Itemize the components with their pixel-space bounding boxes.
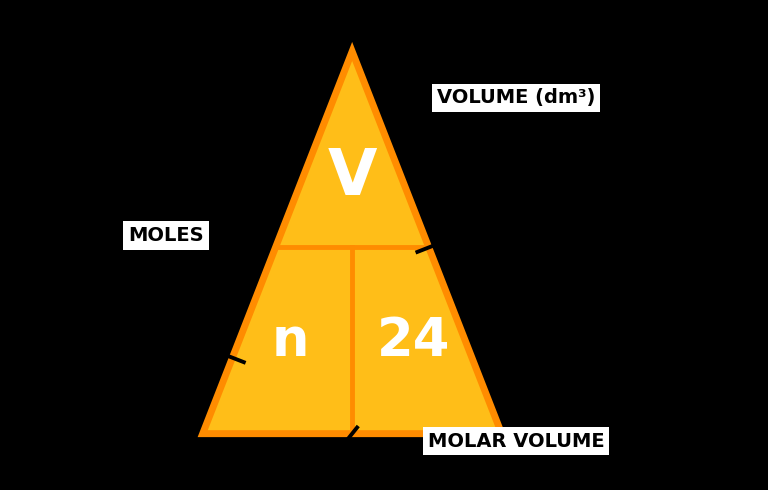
Text: MOLAR VOLUME: MOLAR VOLUME xyxy=(428,432,604,450)
Text: n: n xyxy=(272,315,310,367)
Text: V: V xyxy=(327,146,377,208)
Text: VOLUME (dm³): VOLUME (dm³) xyxy=(437,89,595,107)
Text: MOLES: MOLES xyxy=(128,226,204,245)
Polygon shape xyxy=(203,51,502,434)
Text: 24: 24 xyxy=(377,315,450,367)
